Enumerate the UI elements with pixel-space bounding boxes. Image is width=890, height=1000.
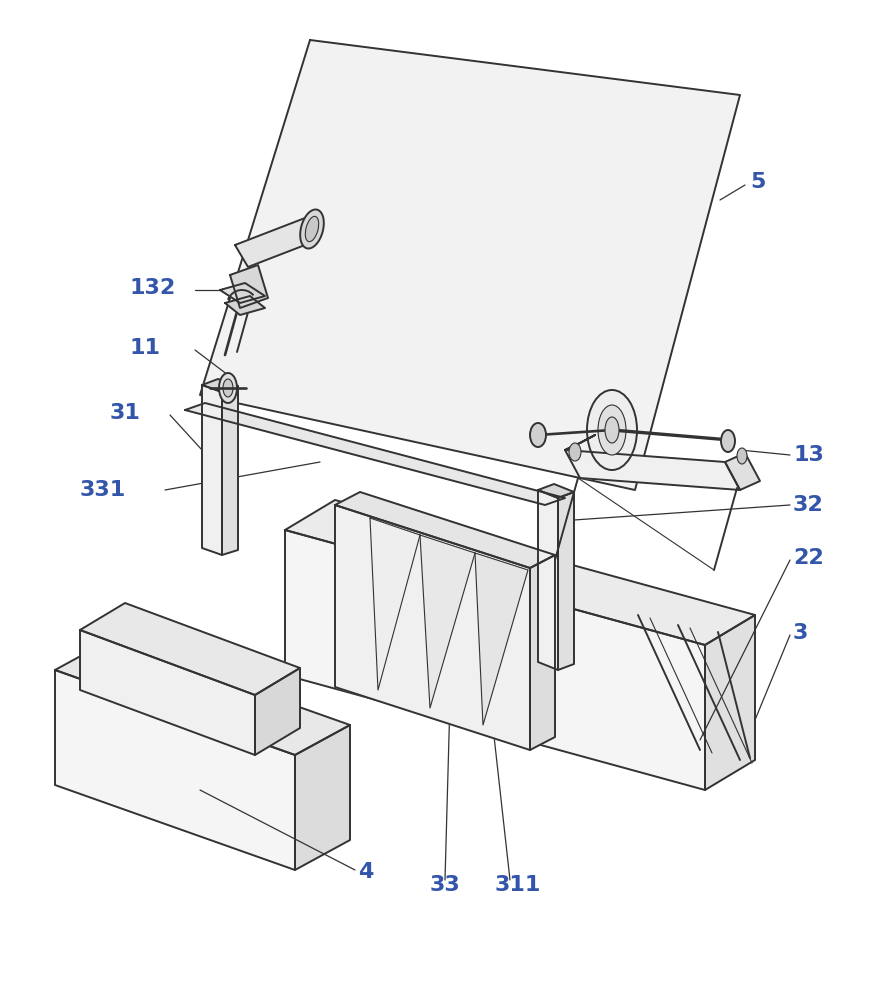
Polygon shape — [222, 386, 238, 555]
Text: 132: 132 — [130, 278, 176, 298]
Polygon shape — [335, 492, 555, 568]
Polygon shape — [55, 670, 295, 870]
Text: 31: 31 — [110, 403, 141, 423]
Text: 13: 13 — [793, 445, 824, 465]
Text: 11: 11 — [130, 338, 161, 358]
Polygon shape — [220, 283, 265, 303]
Text: 5: 5 — [750, 172, 765, 192]
Text: 33: 33 — [430, 875, 461, 895]
Polygon shape — [80, 630, 255, 755]
Ellipse shape — [219, 373, 237, 403]
Polygon shape — [558, 492, 574, 670]
Ellipse shape — [569, 443, 581, 461]
Polygon shape — [255, 668, 300, 755]
Ellipse shape — [587, 390, 637, 470]
Polygon shape — [200, 40, 740, 490]
Ellipse shape — [300, 209, 324, 249]
Polygon shape — [80, 603, 300, 695]
Text: 331: 331 — [80, 480, 126, 500]
Polygon shape — [705, 615, 755, 790]
Polygon shape — [185, 403, 565, 505]
Polygon shape — [295, 725, 350, 870]
Text: 311: 311 — [495, 875, 541, 895]
Polygon shape — [370, 518, 420, 690]
Polygon shape — [565, 435, 595, 450]
Ellipse shape — [605, 417, 619, 443]
Ellipse shape — [223, 379, 233, 397]
Polygon shape — [230, 265, 268, 308]
Polygon shape — [202, 379, 238, 392]
Polygon shape — [538, 490, 558, 670]
Polygon shape — [420, 535, 475, 708]
Polygon shape — [202, 385, 222, 555]
Polygon shape — [285, 500, 755, 645]
Text: 32: 32 — [793, 495, 824, 515]
Polygon shape — [538, 484, 574, 498]
Ellipse shape — [721, 430, 735, 452]
Polygon shape — [725, 453, 760, 490]
Polygon shape — [530, 555, 555, 750]
Text: 22: 22 — [793, 548, 824, 568]
Polygon shape — [335, 505, 530, 750]
Polygon shape — [565, 450, 740, 490]
Ellipse shape — [598, 405, 626, 455]
Polygon shape — [225, 296, 265, 315]
Polygon shape — [235, 218, 318, 267]
Ellipse shape — [530, 423, 546, 447]
Ellipse shape — [737, 448, 747, 464]
Ellipse shape — [305, 216, 319, 242]
Text: 4: 4 — [358, 862, 374, 882]
Text: 3: 3 — [793, 623, 808, 643]
Polygon shape — [55, 640, 350, 755]
Polygon shape — [475, 553, 528, 725]
Polygon shape — [285, 530, 705, 790]
